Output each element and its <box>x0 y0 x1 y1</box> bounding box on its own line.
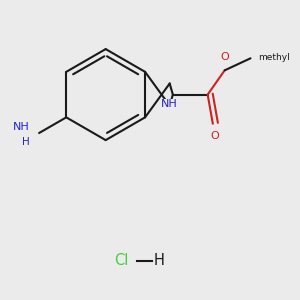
Text: H: H <box>154 253 164 268</box>
Text: NH: NH <box>13 122 29 133</box>
Text: Cl: Cl <box>114 253 129 268</box>
Text: H: H <box>22 137 30 147</box>
Text: O: O <box>210 131 219 141</box>
Text: NH: NH <box>161 98 178 109</box>
Text: methyl: methyl <box>258 53 290 62</box>
Text: O: O <box>221 52 230 61</box>
